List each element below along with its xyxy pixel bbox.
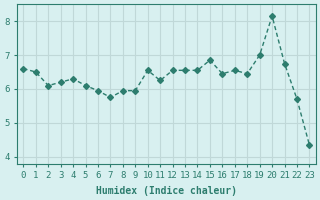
X-axis label: Humidex (Indice chaleur): Humidex (Indice chaleur) — [96, 186, 237, 196]
